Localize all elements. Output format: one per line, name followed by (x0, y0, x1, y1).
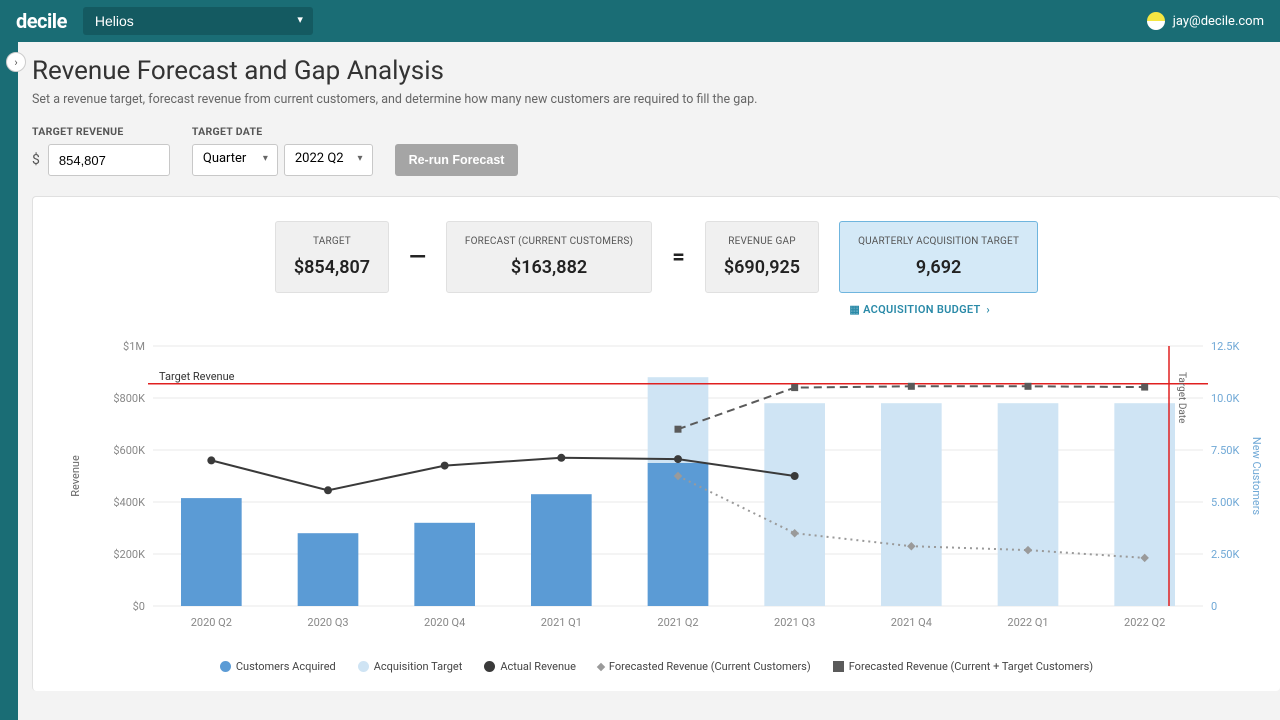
project-selector[interactable]: Helios (83, 7, 313, 35)
svg-text:2020 Q3: 2020 Q3 (307, 616, 348, 629)
svg-text:0: 0 (1211, 600, 1217, 613)
stat-forecast: FORECAST (CURRENT CUSTOMERS) $163,882 (446, 221, 652, 293)
legend-acquisition-target: Acquisition Target (358, 660, 463, 673)
currency-symbol: $ (32, 152, 40, 168)
stat-gap: REVENUE GAP $690,925 (705, 221, 819, 293)
svg-text:12.5K: 12.5K (1211, 340, 1239, 353)
controls-row: TARGET REVENUE $ TARGET DATE Quarter 202… (32, 125, 1280, 176)
avatar-icon (1147, 12, 1165, 30)
sidebar-collapsed (0, 42, 18, 720)
equals-icon: = (672, 245, 685, 270)
target-date-control: TARGET DATE Quarter 2022 Q2 (192, 125, 373, 176)
legend-customers-acquired: Customers Acquired (220, 660, 336, 673)
legend-actual-revenue: Actual Revenue (484, 660, 576, 673)
chart-legend: Customers Acquired Acquisition Target Ac… (63, 660, 1250, 673)
target-revenue-control: TARGET REVENUE $ (32, 125, 170, 176)
target-revenue-label: TARGET REVENUE (32, 125, 170, 138)
svg-text:$1M: $1M (123, 340, 145, 353)
period-select[interactable]: Quarter (192, 144, 278, 176)
page-title: Revenue Forecast and Gap Analysis (32, 56, 1280, 86)
svg-text:2021 Q1: 2021 Q1 (541, 616, 582, 629)
svg-text:Revenue: Revenue (69, 455, 82, 497)
project-name: Helios (95, 13, 134, 29)
quarter-select[interactable]: 2022 Q2 (284, 144, 373, 176)
svg-text:2021 Q2: 2021 Q2 (657, 616, 698, 629)
svg-text:$0: $0 (133, 600, 145, 613)
svg-text:New Customers: New Customers (1250, 437, 1263, 516)
forecast-card: TARGET $854,807 — FORECAST (CURRENT CUST… (32, 196, 1280, 691)
acquisition-budget-link[interactable]: ▦ ACQUISITION BUDGET › (63, 303, 990, 316)
svg-text:2020 Q2: 2020 Q2 (191, 616, 232, 629)
svg-text:10.0K: 10.0K (1211, 392, 1239, 405)
expand-sidebar-button[interactable]: › (6, 52, 26, 72)
svg-text:$400K: $400K (113, 496, 145, 509)
svg-text:2.50K: 2.50K (1211, 548, 1239, 561)
minus-icon: — (409, 245, 426, 270)
brand-logo: decile (16, 9, 67, 33)
summary-row: TARGET $854,807 — FORECAST (CURRENT CUST… (63, 221, 1250, 293)
legend-forecast-total: Forecasted Revenue (Current + Target Cus… (833, 660, 1093, 673)
page-subtitle: Set a revenue target, forecast revenue f… (32, 92, 1280, 107)
main-content: Revenue Forecast and Gap Analysis Set a … (18, 42, 1280, 720)
svg-text:Target Date: Target Date (1176, 372, 1187, 423)
svg-text:Target Revenue: Target Revenue (159, 370, 235, 383)
svg-text:2020 Q4: 2020 Q4 (424, 616, 465, 629)
target-revenue-input[interactable] (48, 144, 170, 176)
svg-text:5.00K: 5.00K (1211, 496, 1239, 509)
forecast-chart: $0 $200K $400K $600K $800K $1M 0 2.50K 5.00K 7.50… (63, 336, 1263, 656)
svg-text:2021 Q3: 2021 Q3 (774, 616, 815, 629)
svg-text:$800K: $800K (113, 392, 145, 405)
top-bar: decile Helios jay@decile.com (0, 0, 1280, 42)
svg-text:7.50K: 7.50K (1211, 444, 1239, 457)
target-date-label: TARGET DATE (192, 125, 373, 138)
stat-acquisition-target: QUARTERLY ACQUISITION TARGET 9,692 (839, 221, 1038, 293)
svg-text:2022 Q1: 2022 Q1 (1007, 616, 1048, 629)
user-menu[interactable]: jay@decile.com (1147, 12, 1264, 30)
svg-text:2022 Q2: 2022 Q2 (1124, 616, 1165, 629)
user-email: jay@decile.com (1173, 14, 1264, 29)
stat-target: TARGET $854,807 (275, 221, 389, 293)
svg-text:$600K: $600K (113, 444, 145, 457)
svg-text:$200K: $200K (113, 548, 145, 561)
rerun-forecast-button[interactable]: Re-run Forecast (395, 144, 519, 176)
legend-forecast-current: Forecasted Revenue (Current Customers) (598, 660, 811, 673)
svg-text:2021 Q4: 2021 Q4 (891, 616, 932, 629)
